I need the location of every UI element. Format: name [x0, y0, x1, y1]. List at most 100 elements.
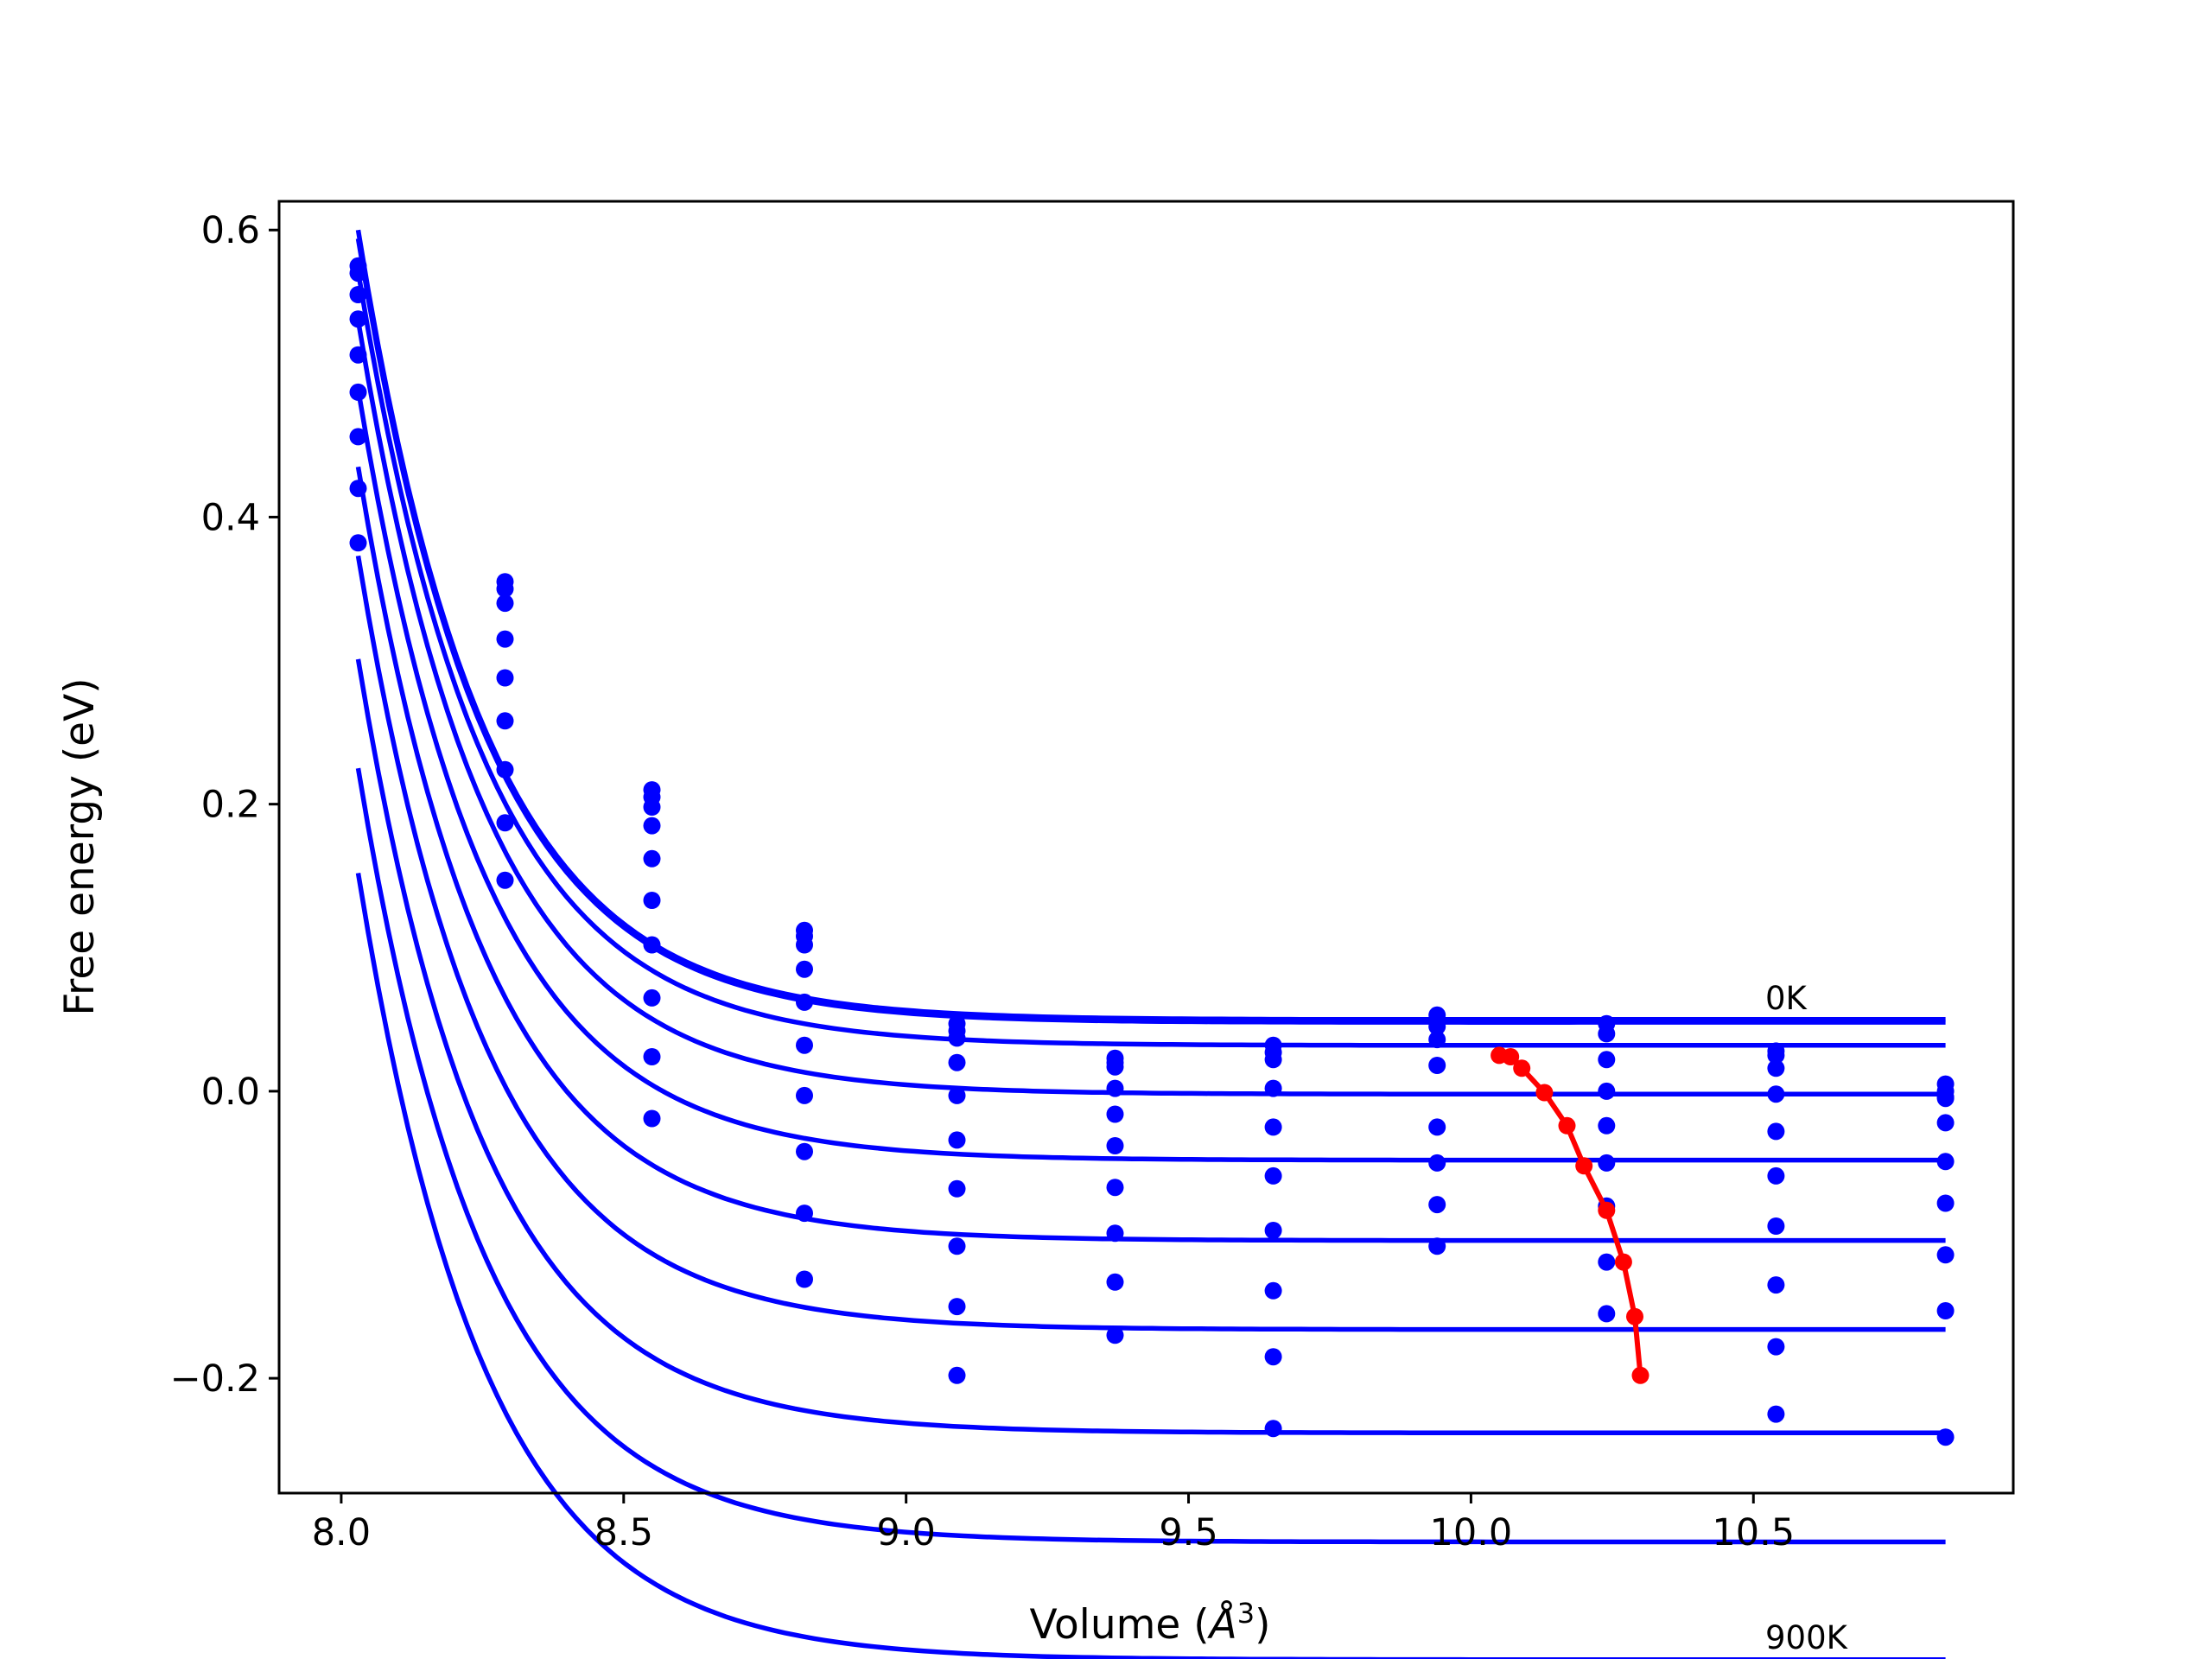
data-point: [1767, 1166, 1785, 1185]
data-point: [1936, 1114, 1955, 1132]
data-point: [643, 1048, 661, 1065]
data-point: [643, 892, 661, 909]
minimum-point: [1598, 1201, 1616, 1219]
data-point: [349, 428, 367, 446]
x-tick-label: 10.0: [1430, 1511, 1513, 1554]
plot-frame: [277, 200, 2015, 1495]
fit-curve-6: [355, 555, 1946, 1332]
minimum-point: [1626, 1307, 1643, 1325]
data-point: [643, 817, 661, 835]
fit-curve-9: [355, 872, 1946, 1659]
data-point: [1936, 1302, 1955, 1319]
data-point: [1598, 1305, 1616, 1323]
data-point: [948, 1179, 966, 1198]
data-point: [496, 594, 514, 613]
x-tick-label: 8.0: [312, 1511, 371, 1554]
fit-curve-2: [355, 270, 1946, 1048]
data-point: [1428, 1018, 1446, 1036]
x-axis-ticks: 8.0 8.5 9.0 9.5 10.0 10.5: [312, 1493, 1795, 1554]
fit-curve-4: [355, 389, 1946, 1163]
minimum-point: [1575, 1157, 1593, 1175]
data-point: [948, 1237, 966, 1255]
data-points: [349, 257, 1955, 1446]
data-point: [1767, 1122, 1785, 1141]
data-point: [1936, 1246, 1955, 1264]
data-point: [496, 669, 514, 687]
data-point: [796, 1270, 813, 1288]
minimum-point: [1558, 1116, 1576, 1135]
y-tick-label: −0.2: [170, 1357, 260, 1401]
data-point: [1598, 1051, 1616, 1069]
minimum-curve: [1491, 1046, 1649, 1384]
data-point: [1598, 1253, 1616, 1271]
data-point: [1106, 1224, 1124, 1243]
data-point: [948, 1086, 966, 1104]
x-tick-label: 9.5: [1159, 1511, 1217, 1554]
data-point: [796, 993, 813, 1011]
y-tick-label: 0.4: [201, 496, 260, 539]
data-point: [948, 1298, 966, 1316]
data-point: [1598, 1082, 1616, 1100]
minimum-point: [1614, 1253, 1632, 1271]
data-point: [1767, 1217, 1785, 1235]
data-point: [1106, 1079, 1124, 1097]
data-point: [1936, 1194, 1955, 1212]
data-point: [1264, 1118, 1282, 1136]
fit-curve-5: [355, 466, 1946, 1243]
data-point: [496, 712, 514, 730]
data-point: [948, 1131, 966, 1149]
data-point: [796, 1036, 813, 1054]
fit-curve-3: [355, 320, 1946, 1096]
y-tick-label: 0.0: [201, 1071, 260, 1114]
data-point: [496, 871, 514, 889]
data-point: [496, 630, 514, 648]
data-point: [948, 1029, 966, 1047]
x-axis-label: Volume (Å3): [1030, 1597, 1271, 1649]
data-point: [796, 1205, 813, 1223]
data-point: [948, 1366, 966, 1384]
y-axis-label: Free energy (eV): [56, 677, 104, 1015]
data-point: [1264, 1420, 1282, 1438]
data-point: [1264, 1079, 1282, 1097]
data-point: [1767, 1338, 1785, 1356]
minimum-point: [1631, 1366, 1649, 1384]
y-tick-label: 0.2: [201, 784, 260, 827]
y-tick-label: 0.6: [201, 209, 260, 252]
data-point: [1767, 1085, 1785, 1103]
data-point: [1106, 1326, 1124, 1344]
data-point: [643, 849, 661, 868]
data-point: [349, 383, 367, 401]
minimum-point: [1513, 1059, 1531, 1077]
data-point: [1598, 1025, 1616, 1043]
data-point: [1767, 1405, 1785, 1423]
minimum-point: [1535, 1084, 1554, 1102]
fit-curve-7: [355, 658, 1946, 1435]
fit-curve-0: [355, 229, 1946, 1022]
x-tick-label: 8.5: [594, 1511, 653, 1554]
data-point: [1598, 1154, 1616, 1172]
data-point: [1428, 1118, 1446, 1136]
data-point: [1428, 1057, 1446, 1074]
data-point: [1106, 1179, 1124, 1197]
data-point: [1264, 1281, 1282, 1300]
data-point: [643, 1109, 661, 1128]
data-point: [643, 936, 661, 954]
data-point: [349, 534, 367, 552]
data-point: [1428, 1196, 1446, 1214]
data-point: [1598, 1116, 1616, 1135]
fit-curve-1: [355, 238, 1946, 1025]
data-point: [643, 988, 661, 1007]
data-point: [1428, 1154, 1446, 1172]
data-point: [1767, 1059, 1785, 1077]
data-point: [1264, 1051, 1282, 1069]
fit-curves: [355, 229, 1946, 1659]
data-point: [1264, 1348, 1282, 1366]
minimum-point: [1502, 1048, 1520, 1065]
data-point: [349, 286, 367, 303]
y-axis-ticks: −0.2 0.0 0.2 0.4 0.6: [170, 209, 279, 1401]
data-point: [1936, 1153, 1955, 1171]
data-point: [1767, 1046, 1785, 1065]
data-point: [948, 1053, 966, 1071]
data-point: [1428, 1237, 1446, 1255]
